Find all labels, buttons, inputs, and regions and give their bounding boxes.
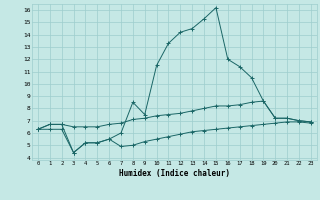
X-axis label: Humidex (Indice chaleur): Humidex (Indice chaleur) — [119, 169, 230, 178]
